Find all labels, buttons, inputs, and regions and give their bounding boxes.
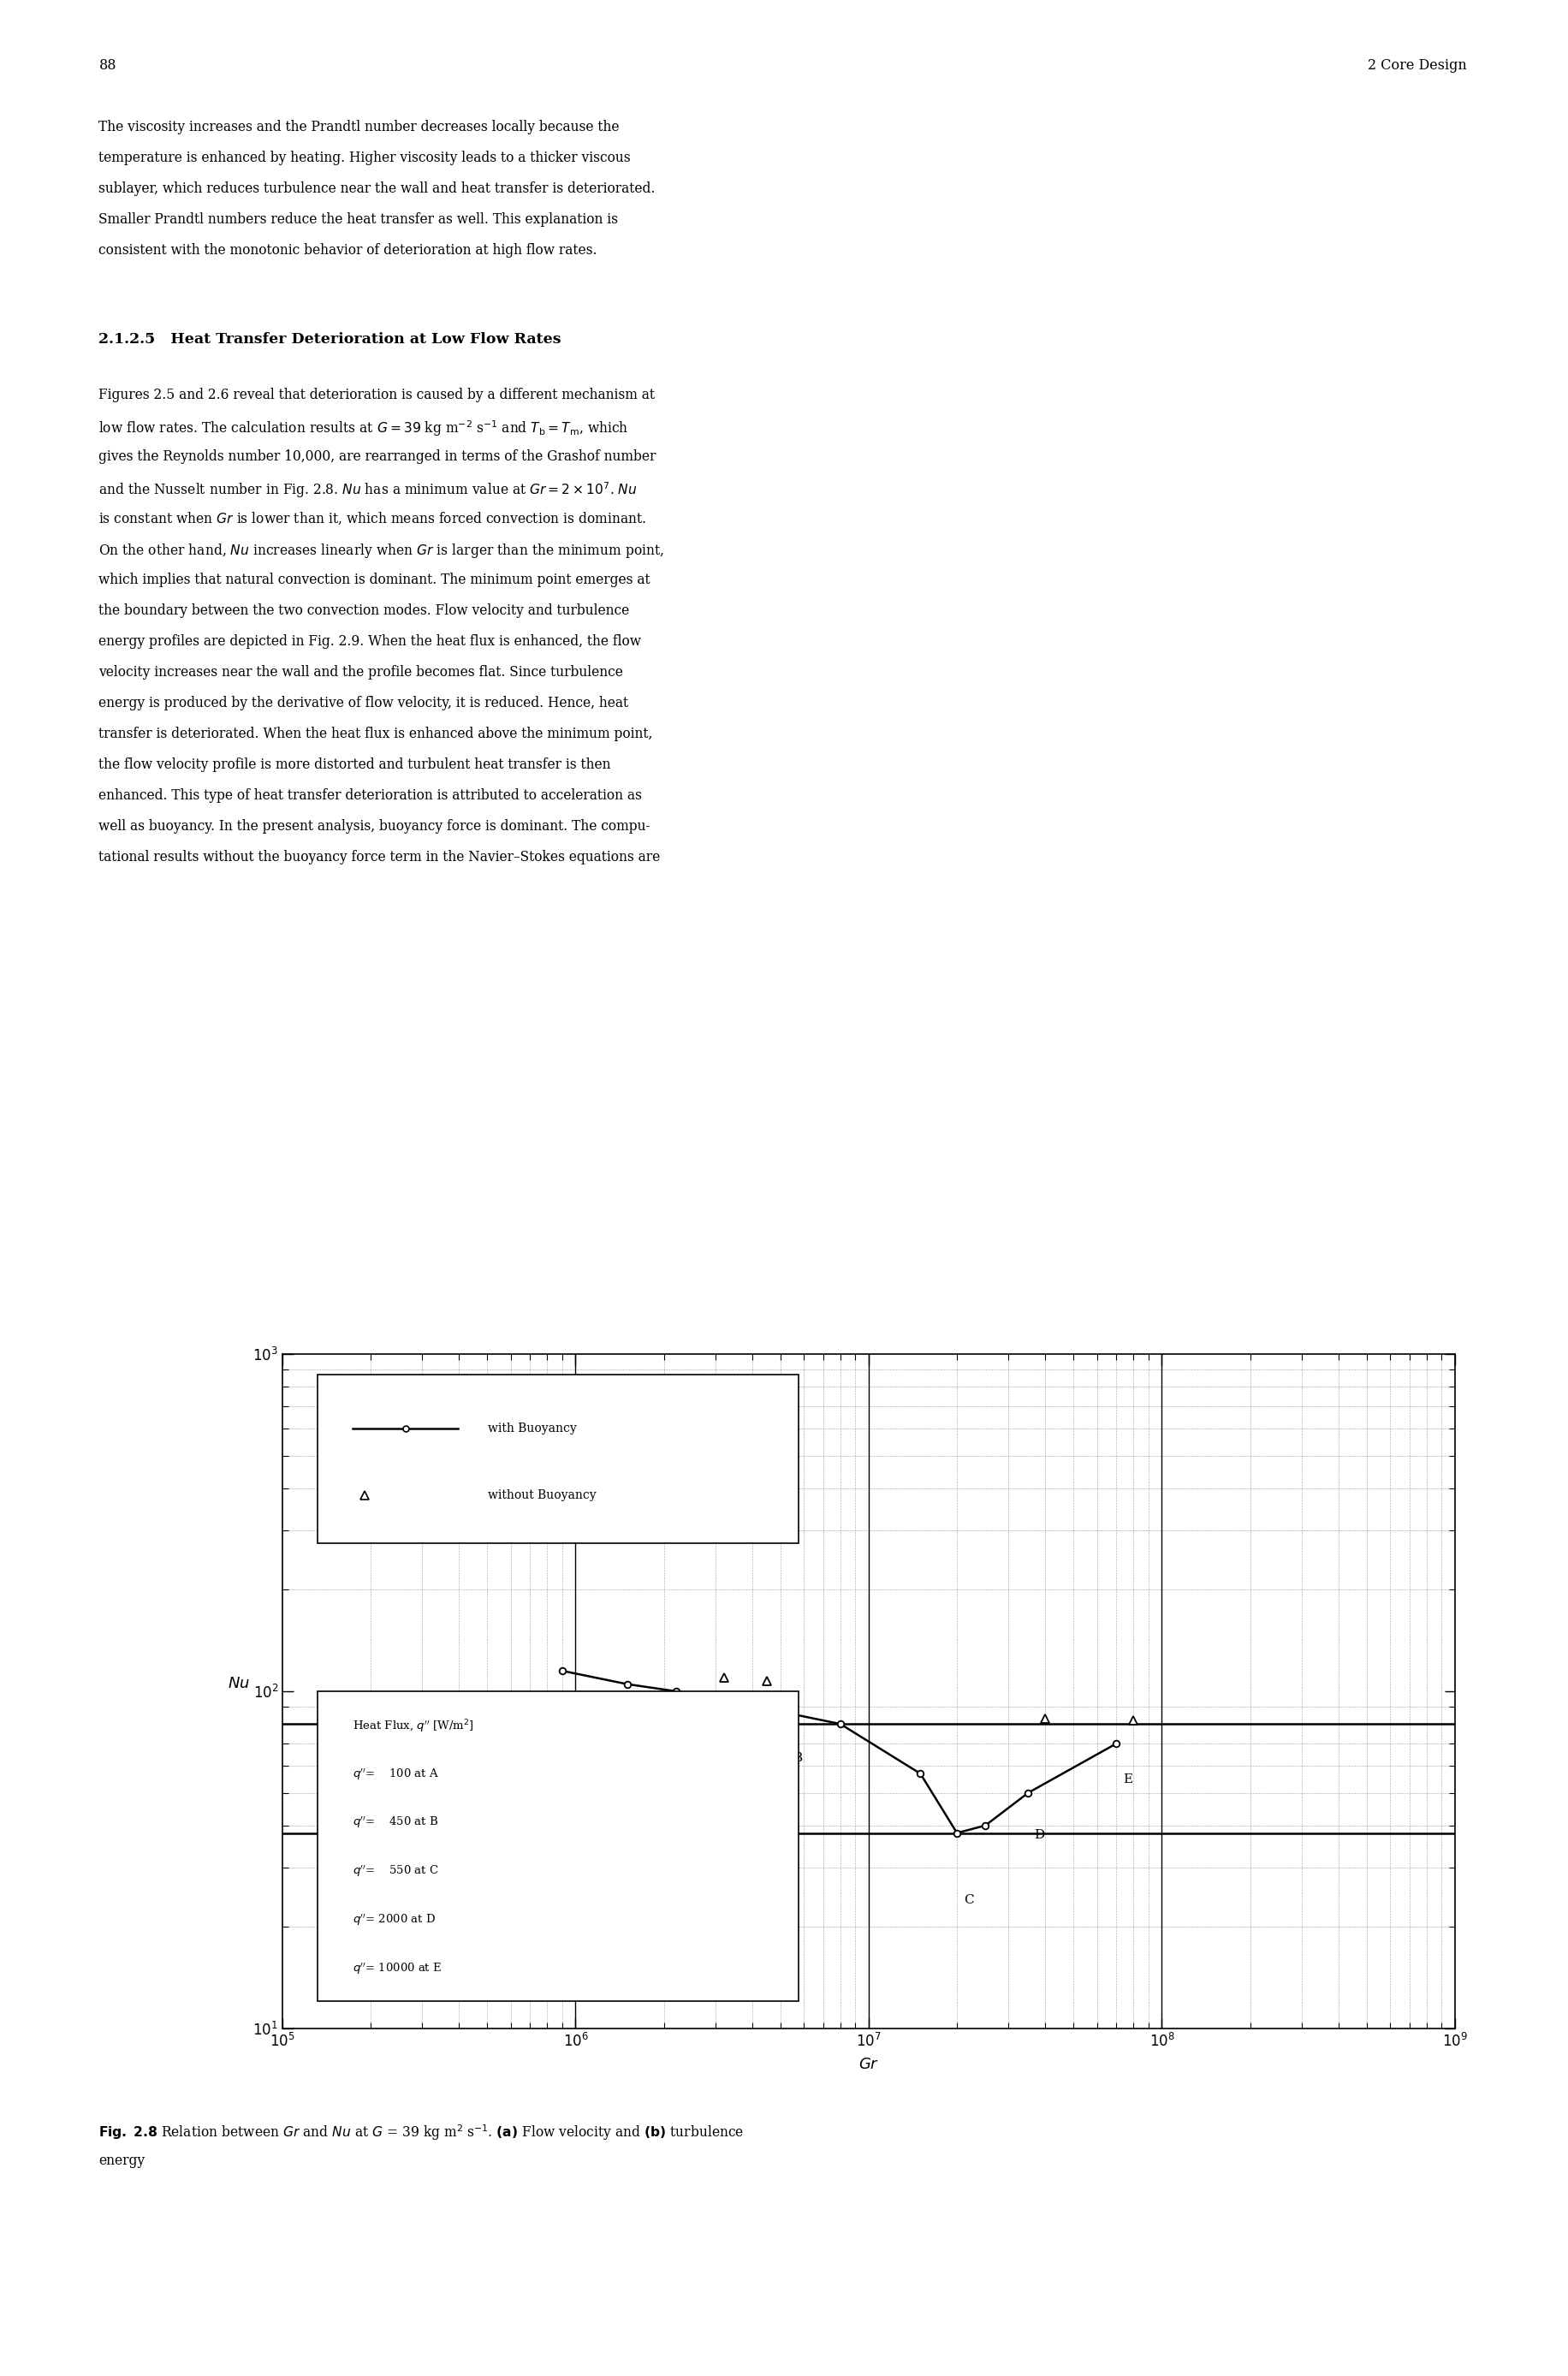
Text: is constant when $\mathit{Gr}$ is lower than it, which means forced convection i: is constant when $\mathit{Gr}$ is lower … — [99, 511, 646, 527]
Text: the flow velocity profile is more distorted and turbulent heat transfer is then: the flow velocity profile is more distor… — [99, 758, 612, 772]
Text: $q''$=    450 at B: $q''$= 450 at B — [353, 1815, 439, 1830]
Text: with Buoyancy: with Buoyancy — [488, 1423, 575, 1435]
Text: 2.1.2.5   Heat Transfer Deterioration at Low Flow Rates: 2.1.2.5 Heat Transfer Deterioration at L… — [99, 333, 561, 347]
Text: transfer is deteriorated. When the heat flux is enhanced above the minimum point: transfer is deteriorated. When the heat … — [99, 727, 652, 741]
Text: energy is produced by the derivative of flow velocity, it is reduced. Hence, hea: energy is produced by the derivative of … — [99, 696, 629, 710]
X-axis label: $\mathit{Gr}$: $\mathit{Gr}$ — [858, 2058, 878, 2072]
Text: gives the Reynolds number 10,000, are rearranged in terms of the Grashof number: gives the Reynolds number 10,000, are re… — [99, 449, 655, 463]
Text: temperature is enhanced by heating. Higher viscosity leads to a thicker viscous: temperature is enhanced by heating. High… — [99, 150, 630, 166]
Text: E: E — [1123, 1772, 1132, 1784]
Text: $q''$= 10000 at E: $q''$= 10000 at E — [353, 1960, 442, 1977]
Text: B: B — [792, 1751, 801, 1763]
Text: the boundary between the two convection modes. Flow velocity and turbulence: the boundary between the two convection … — [99, 604, 629, 618]
Text: energy: energy — [99, 2153, 146, 2167]
Text: without Buoyancy: without Buoyancy — [488, 1490, 596, 1502]
Bar — [317, 1373, 798, 1542]
Text: and the Nusselt number in Fig. 2.8. $\mathit{Nu}$ has a minimum value at $\mathi: and the Nusselt number in Fig. 2.8. $\ma… — [99, 480, 638, 499]
Bar — [317, 1692, 798, 2001]
Text: Figures 2.5 and 2.6 reveal that deterioration is caused by a different mechanism: Figures 2.5 and 2.6 reveal that deterior… — [99, 387, 655, 402]
Text: enhanced. This type of heat transfer deterioration is attributed to acceleration: enhanced. This type of heat transfer det… — [99, 789, 641, 803]
Text: consistent with the monotonic behavior of deterioration at high flow rates.: consistent with the monotonic behavior o… — [99, 242, 597, 257]
Text: energy profiles are depicted in Fig. 2.9. When the heat flux is enhanced, the fl: energy profiles are depicted in Fig. 2.9… — [99, 634, 641, 649]
Y-axis label: $\mathit{Nu}$: $\mathit{Nu}$ — [227, 1675, 249, 1692]
Text: C: C — [964, 1894, 974, 1906]
Text: $q''$= 2000 at D: $q''$= 2000 at D — [353, 1913, 436, 1927]
Text: A: A — [580, 1720, 590, 1732]
Text: tational results without the buoyancy force term in the Navier–Stokes equations : tational results without the buoyancy fo… — [99, 851, 660, 865]
Text: On the other hand, $\mathit{Nu}$ increases linearly when $\mathit{Gr}$ is larger: On the other hand, $\mathit{Nu}$ increas… — [99, 542, 665, 561]
Text: The viscosity increases and the Prandtl number decreases locally because the: The viscosity increases and the Prandtl … — [99, 119, 619, 135]
Text: 88: 88 — [99, 57, 116, 74]
Text: $q''$=    550 at C: $q''$= 550 at C — [353, 1863, 439, 1879]
Text: well as buoyancy. In the present analysis, buoyancy force is dominant. The compu: well as buoyancy. In the present analysi… — [99, 820, 651, 834]
Text: sublayer, which reduces turbulence near the wall and heat transfer is deteriorat: sublayer, which reduces turbulence near … — [99, 181, 655, 195]
Text: $\mathbf{Fig.\ 2.8}$ Relation between $\mathit{Gr}$ and $\mathit{Nu}$ at $G$ = 3: $\mathbf{Fig.\ 2.8}$ Relation between $\… — [99, 2122, 745, 2143]
Text: 2 Core Design: 2 Core Design — [1367, 57, 1466, 74]
Text: Smaller Prandtl numbers reduce the heat transfer as well. This explanation is: Smaller Prandtl numbers reduce the heat … — [99, 211, 618, 226]
Text: Heat Flux, $q''$ [W/m$^2$]: Heat Flux, $q''$ [W/m$^2$] — [353, 1718, 474, 1734]
Text: D: D — [1033, 1830, 1044, 1841]
Text: $q''$=    100 at A: $q''$= 100 at A — [353, 1768, 439, 1782]
Text: which implies that natural convection is dominant. The minimum point emerges at: which implies that natural convection is… — [99, 573, 651, 587]
Text: low flow rates. The calculation results at $G = 39$ kg m$^{-2}$ s$^{-1}$ and $T_: low flow rates. The calculation results … — [99, 418, 629, 437]
Text: velocity increases near the wall and the profile becomes flat. Since turbulence: velocity increases near the wall and the… — [99, 665, 622, 680]
